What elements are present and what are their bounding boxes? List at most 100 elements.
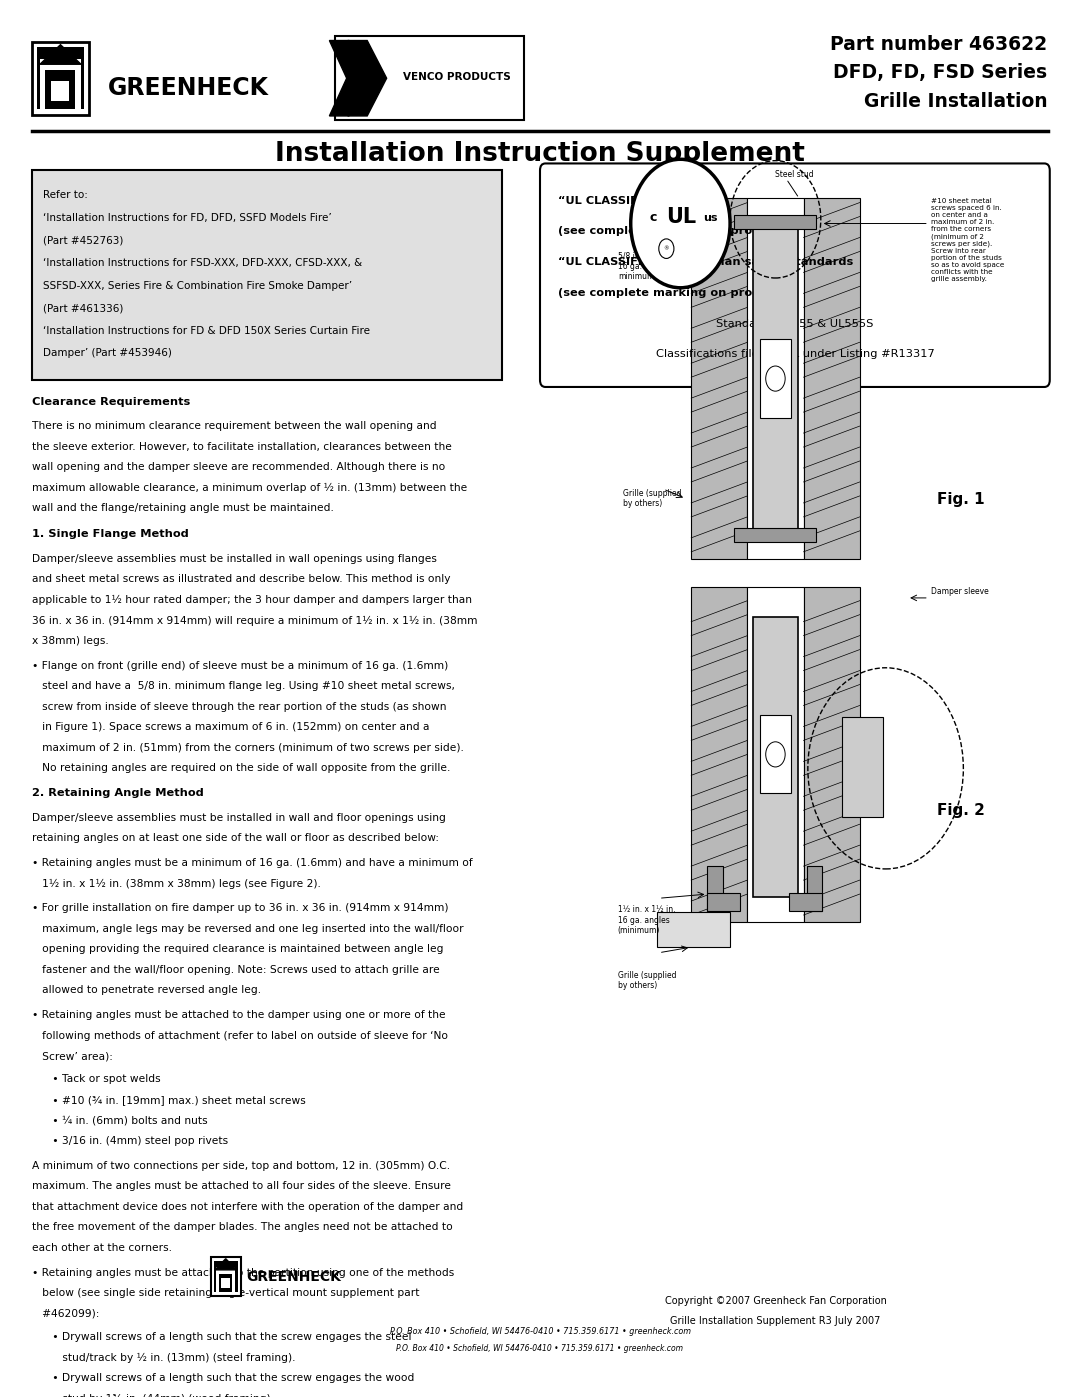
Text: P.O. Box 410 • Schofield, WI 54476-0410 • 715.359.6171 • greenheck.com: P.O. Box 410 • Schofield, WI 54476-0410 … bbox=[390, 1327, 690, 1336]
Text: SSFSD-XXX, Series Fire & Combination Fire Smoke Damper’: SSFSD-XXX, Series Fire & Combination Fir… bbox=[43, 281, 352, 291]
Text: Screw’ area):: Screw’ area): bbox=[32, 1051, 113, 1062]
Bar bbox=[747, 198, 804, 559]
Text: GREENHECK: GREENHECK bbox=[246, 1270, 341, 1284]
Text: us: us bbox=[703, 212, 718, 224]
Polygon shape bbox=[215, 1259, 237, 1270]
Text: Damper/sleeve assemblies must be installed in wall openings using flanges: Damper/sleeve assemblies must be install… bbox=[32, 553, 437, 564]
Text: ‘Installation Instructions for FD, DFD, SSFD Models Fire’: ‘Installation Instructions for FD, DFD, … bbox=[43, 212, 332, 222]
Text: GREENHECK: GREENHECK bbox=[108, 75, 269, 101]
Bar bbox=[747, 587, 804, 922]
Bar bbox=[221, 1278, 230, 1288]
Text: Clearance Requirements: Clearance Requirements bbox=[32, 397, 191, 407]
Text: • For grille installation on fire damper up to 36 in. x 36 in. (914mm x 914mm): • For grille installation on fire damper… bbox=[32, 902, 449, 914]
Bar bbox=[32, 42, 89, 115]
Bar bbox=[707, 866, 723, 911]
Circle shape bbox=[766, 366, 785, 391]
Text: • Retaining angles must be attached to the damper using one or more of the: • Retaining angles must be attached to t… bbox=[32, 1010, 446, 1020]
Text: • Retaining angles must be attached to the partition using one of the methods: • Retaining angles must be attached to t… bbox=[32, 1267, 455, 1278]
Bar bbox=[211, 1257, 241, 1296]
Text: (see complete marking on product)”: (see complete marking on product)” bbox=[558, 226, 794, 236]
Bar bbox=[753, 229, 798, 534]
Bar bbox=[753, 617, 798, 897]
Text: screw from inside of sleeve through the rear portion of the studs (as shown: screw from inside of sleeve through the … bbox=[32, 701, 447, 712]
Bar bbox=[214, 1261, 238, 1292]
Text: Installation Instruction Supplement: Installation Instruction Supplement bbox=[275, 141, 805, 166]
Text: c: c bbox=[650, 211, 657, 225]
Text: 1½ in. x 1½ in.
16 ga. angles
(minimum): 1½ in. x 1½ in. 16 ga. angles (minimum) bbox=[618, 905, 675, 935]
Text: Damper sleeve: Damper sleeve bbox=[931, 587, 988, 595]
Text: • ¼ in. (6mm) bolts and nuts: • ¼ in. (6mm) bolts and nuts bbox=[32, 1115, 208, 1126]
Bar bbox=[807, 866, 822, 911]
Text: Refer to:: Refer to: bbox=[43, 190, 89, 200]
Text: Copyright ©2007 Greenheck Fan Corporation: Copyright ©2007 Greenheck Fan Corporatio… bbox=[664, 1296, 887, 1306]
Text: 1½ in. x 1½ in. (38mm x 38mm) legs (see Figure 2).: 1½ in. x 1½ in. (38mm x 38mm) legs (see … bbox=[32, 879, 321, 888]
Text: Classifications filed at UL under Listing #R13317: Classifications filed at UL under Listin… bbox=[656, 349, 934, 359]
Circle shape bbox=[659, 239, 674, 258]
Text: fastener and the wall/floor opening. Note: Screws used to attach grille are: fastener and the wall/floor opening. Not… bbox=[32, 965, 441, 975]
Text: Grille (supplied
by others): Grille (supplied by others) bbox=[623, 489, 681, 509]
Text: No retaining angles are required on the side of wall opposite from the grille.: No retaining angles are required on the … bbox=[32, 763, 450, 774]
Text: Grille Installation: Grille Installation bbox=[864, 92, 1048, 112]
Polygon shape bbox=[329, 41, 368, 116]
Bar bbox=[45, 70, 75, 109]
Bar bbox=[760, 715, 791, 793]
Text: Damper/sleeve assemblies must be installed in wall and floor openings using: Damper/sleeve assemblies must be install… bbox=[32, 813, 446, 823]
Bar bbox=[40, 59, 81, 109]
Bar bbox=[219, 1274, 232, 1292]
Text: (Part #461336): (Part #461336) bbox=[43, 303, 123, 313]
Text: that attachment device does not interfere with the operation of the damper and: that attachment device does not interfer… bbox=[32, 1201, 463, 1211]
Circle shape bbox=[766, 742, 785, 767]
Text: ®: ® bbox=[663, 246, 670, 251]
Bar bbox=[804, 587, 860, 922]
Text: stud by 1¾ in. (44mm) (wood framing).: stud by 1¾ in. (44mm) (wood framing). bbox=[32, 1394, 274, 1397]
Text: below (see single side retaining angle-vertical mount supplement part: below (see single side retaining angle-v… bbox=[32, 1288, 420, 1298]
Text: 36 in. x 36 in. (914mm x 914mm) will require a minimum of 1½ in. x 1½ in. (38mm: 36 in. x 36 in. (914mm x 914mm) will req… bbox=[32, 616, 477, 626]
Bar bbox=[51, 81, 69, 101]
Text: • Tack or spot welds: • Tack or spot welds bbox=[32, 1074, 161, 1084]
Text: applicable to 1½ hour rated damper; the 3 hour damper and dampers larger than: applicable to 1½ hour rated damper; the … bbox=[32, 595, 472, 605]
Bar bbox=[335, 36, 524, 120]
Bar bbox=[734, 215, 816, 229]
Bar bbox=[789, 893, 822, 911]
Text: steel and have a  5/8 in. minimum flange leg. Using #10 sheet metal screws,: steel and have a 5/8 in. minimum flange … bbox=[32, 682, 456, 692]
Text: • Retaining angles must be a minimum of 16 ga. (1.6mm) and have a minimum of: • Retaining angles must be a minimum of … bbox=[32, 858, 473, 868]
Bar bbox=[842, 717, 883, 817]
Text: and sheet metal screws as illustrated and describe below. This method is only: and sheet metal screws as illustrated an… bbox=[32, 574, 451, 584]
Text: maximum. The angles must be attached to all four sides of the sleeve. Ensure: maximum. The angles must be attached to … bbox=[32, 1182, 451, 1192]
Text: A minimum of two connections per side, top and bottom, 12 in. (305mm) O.C.: A minimum of two connections per side, t… bbox=[32, 1161, 450, 1171]
Text: Standards UL555 & UL555S: Standards UL555 & UL555S bbox=[716, 319, 874, 328]
Text: Grille (supplied
by others): Grille (supplied by others) bbox=[618, 971, 676, 990]
Text: “UL CLASSIFIED to Canadian safety standards: “UL CLASSIFIED to Canadian safety standa… bbox=[558, 257, 853, 267]
Text: retaining angles on at least one side of the wall or floor as described below:: retaining angles on at least one side of… bbox=[32, 833, 440, 844]
Text: Fig. 2: Fig. 2 bbox=[937, 803, 985, 819]
Text: ‘Installation Instructions for FD & DFD 150X Series Curtain Fire: ‘Installation Instructions for FD & DFD … bbox=[43, 326, 370, 335]
Text: wall and the flange/retaining angle must be maintained.: wall and the flange/retaining angle must… bbox=[32, 503, 335, 513]
Text: following methods of attachment (refer to label on outside of sleeve for ‘No: following methods of attachment (refer t… bbox=[32, 1031, 448, 1041]
Bar bbox=[691, 198, 747, 559]
Text: • Flange on front (grille end) of sleeve must be a minimum of 16 ga. (1.6mm): • Flange on front (grille end) of sleeve… bbox=[32, 661, 448, 671]
Text: (Part #452763): (Part #452763) bbox=[43, 235, 123, 246]
Circle shape bbox=[631, 159, 730, 288]
Text: 5/8 in. x 1 in.
16 ga. angles
minimum: 5/8 in. x 1 in. 16 ga. angles minimum bbox=[618, 251, 670, 281]
Bar bbox=[37, 47, 84, 109]
Text: (see complete marking on product)”: (see complete marking on product)” bbox=[558, 288, 794, 298]
Text: UL: UL bbox=[666, 207, 697, 226]
Text: • Drywall screws of a length such that the screw engages the wood: • Drywall screws of a length such that t… bbox=[32, 1373, 415, 1383]
Text: each other at the corners.: each other at the corners. bbox=[32, 1243, 173, 1253]
Text: 1. Single Flange Method: 1. Single Flange Method bbox=[32, 529, 189, 539]
Text: maximum, angle legs may be reversed and one leg inserted into the wall/floor: maximum, angle legs may be reversed and … bbox=[32, 923, 464, 933]
Text: #10 sheet metal
screws spaced 6 in.
on center and a
maximum of 2 in.
from the co: #10 sheet metal screws spaced 6 in. on c… bbox=[931, 198, 1004, 282]
Polygon shape bbox=[40, 45, 81, 64]
Text: allowed to penetrate reversed angle leg.: allowed to penetrate reversed angle leg. bbox=[32, 985, 261, 995]
Text: • 3/16 in. (4mm) steel pop rivets: • 3/16 in. (4mm) steel pop rivets bbox=[32, 1136, 229, 1146]
Text: Damper’ (Part #453946): Damper’ (Part #453946) bbox=[43, 348, 172, 359]
Text: x 38mm) legs.: x 38mm) legs. bbox=[32, 636, 109, 645]
Text: wall opening and the damper sleeve are recommended. Although there is no: wall opening and the damper sleeve are r… bbox=[32, 462, 446, 472]
Text: maximum of 2 in. (51mm) from the corners (minimum of two screws per side).: maximum of 2 in. (51mm) from the corners… bbox=[32, 743, 464, 753]
Bar bbox=[804, 198, 860, 559]
Text: Grille Installation Supplement R3 July 2007: Grille Installation Supplement R3 July 2… bbox=[671, 1316, 880, 1326]
Text: “UL CLASSIFIED: “UL CLASSIFIED bbox=[558, 196, 660, 205]
Text: in Figure 1). Space screws a maximum of 6 in. (152mm) on center and a: in Figure 1). Space screws a maximum of … bbox=[32, 722, 430, 732]
Bar bbox=[760, 339, 791, 418]
Bar bbox=[32, 170, 502, 380]
